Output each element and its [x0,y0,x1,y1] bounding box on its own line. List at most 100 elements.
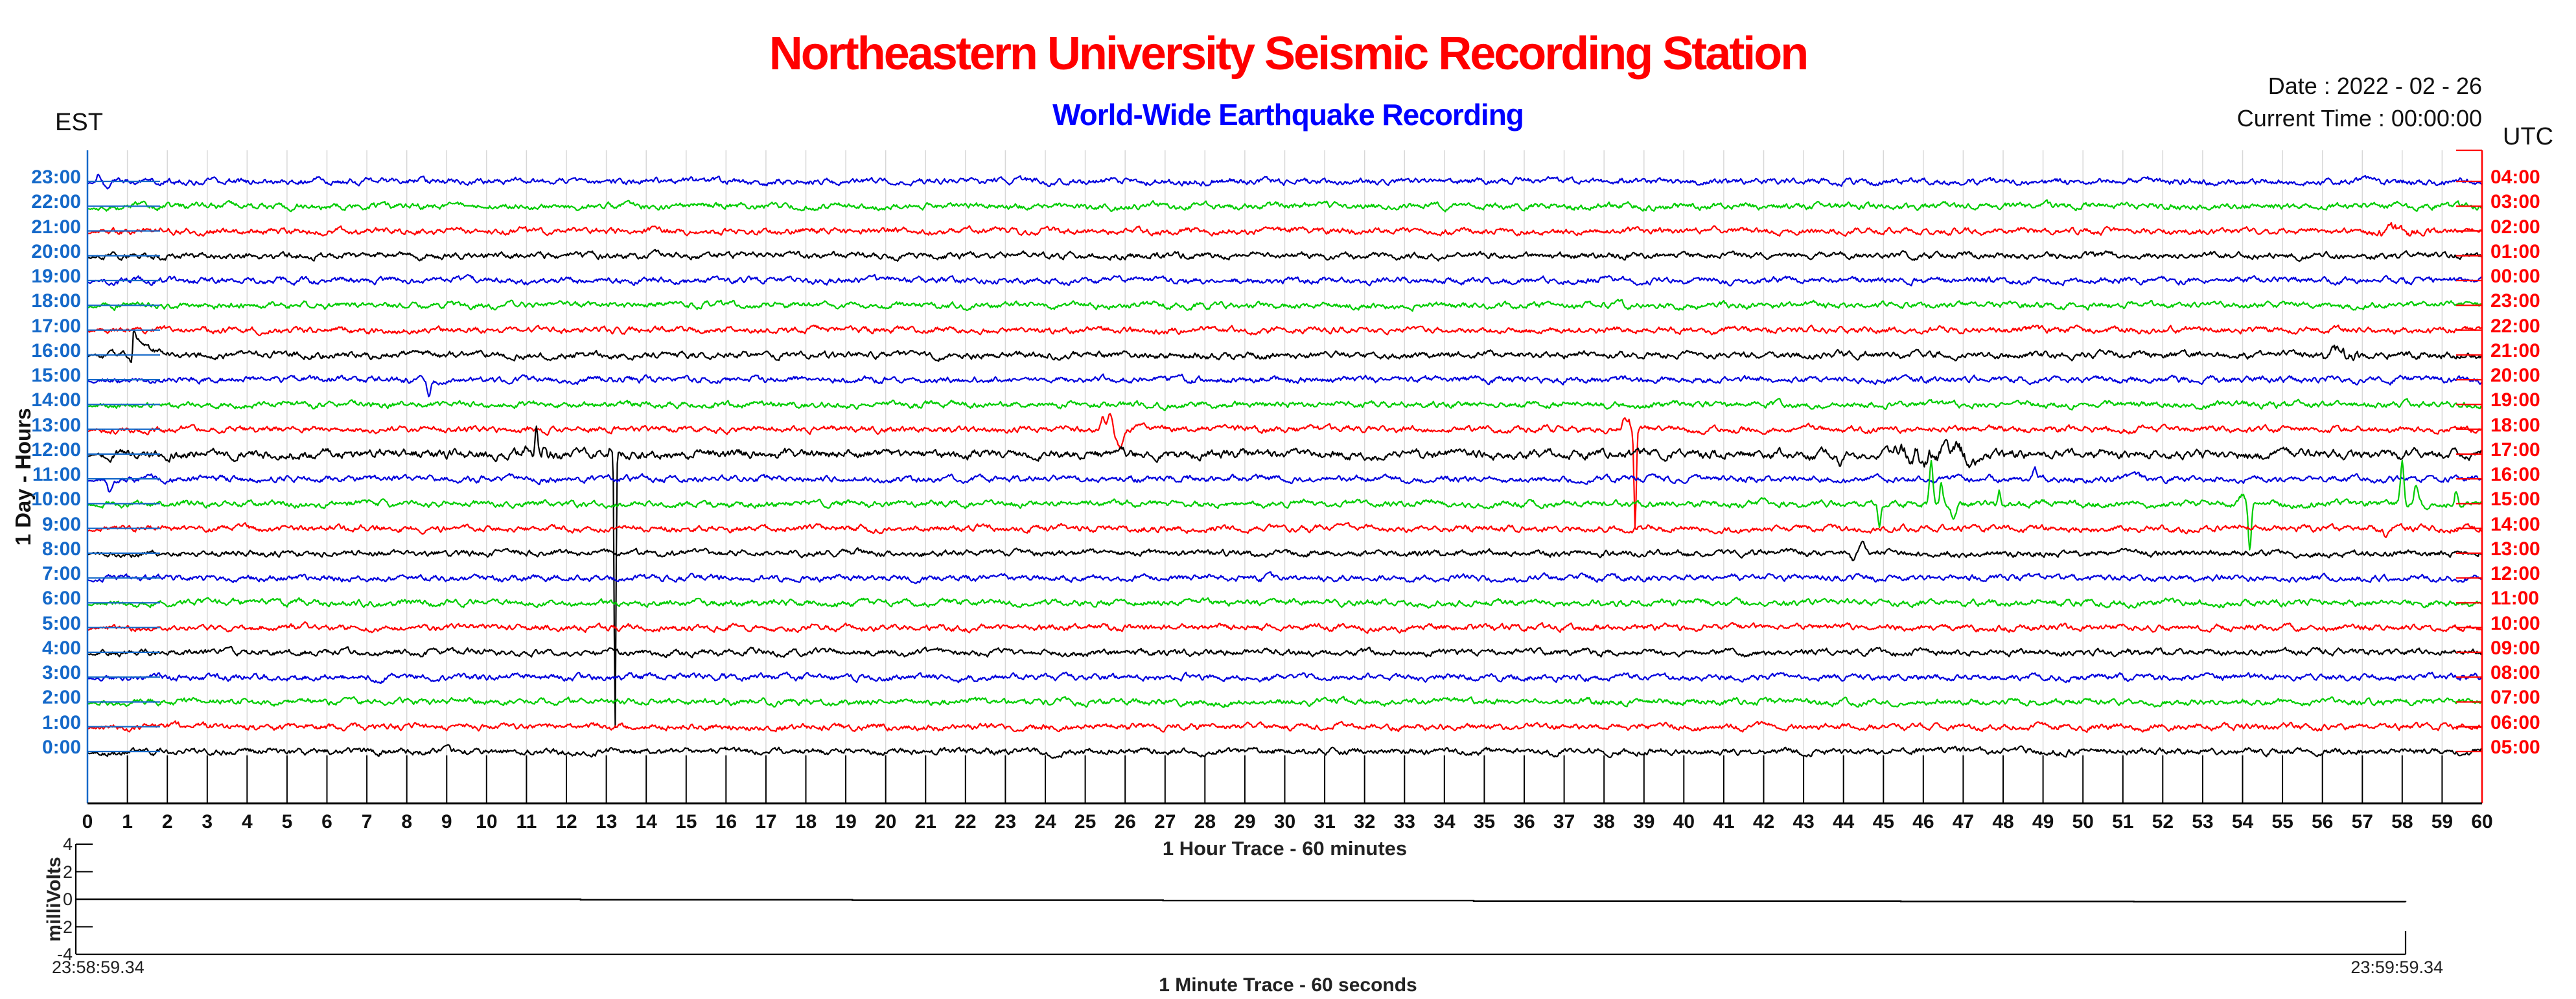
seismo-trace-0:00 [87,744,2483,759]
est-hour-label: 12:00 [31,439,81,461]
utc-hour-label: 20:00 [2490,365,2540,387]
minute-tick-label: 19 [835,811,857,832]
seismo-trace-20:00 [87,249,2483,262]
minute-tick-label: 6 [321,811,332,832]
est-hour-label: 2:00 [41,687,81,709]
minute-tick-label: 10 [476,811,498,832]
est-hour-label: 4:00 [41,637,81,659]
minute-tick-label: 9 [441,811,452,832]
minute-tick-label: 31 [1314,811,1336,832]
minute-tick-label: 1 [122,811,133,832]
est-hour-label: 9:00 [41,513,81,535]
seismo-trace-11:00 [87,466,2483,493]
minute-tick-label: 24 [1034,811,1056,832]
est-hour-label: 3:00 [41,662,81,684]
utc-hour-label: 08:00 [2490,662,2540,684]
minute-tick-label: 37 [1553,811,1575,832]
seismo-trace-5:00 [87,621,2482,634]
est-hour-label: 22:00 [31,191,81,213]
minute-tick-label: 52 [2152,811,2174,832]
seismo-trace-12:00 [87,425,2483,728]
utc-hour-label: 19:00 [2490,389,2540,411]
minute-tick-label: 41 [1713,811,1735,832]
minute-window-end-time: 23:59:59.34 [2350,958,2443,977]
minute-tick-label: 56 [2311,811,2334,832]
utc-hour-label: 18:00 [2490,414,2540,436]
seismo-trace-16:00 [87,330,2483,363]
utc-hour-label: 06:00 [2490,711,2540,733]
minute-tick-label: 30 [1273,811,1296,832]
utc-hour-label: 16:00 [2490,464,2540,486]
minute-tick-label: 21 [914,811,936,832]
left-timezone-label: EST [55,109,103,136]
seismo-trace-15:00 [87,373,2483,398]
est-hour-label: 8:00 [41,538,81,560]
minute-tick-label: 5 [281,811,293,832]
minute-tick-label: 54 [2231,811,2254,832]
seismo-trace-1:00 [87,720,2483,733]
minute-tick-label: 26 [1114,811,1136,832]
minute-tick-label: 27 [1154,811,1176,832]
est-hour-label: 20:00 [31,240,81,262]
page-subtitle: World-Wide Earthquake Recording [1052,98,1524,132]
right-timezone-label: UTC [2503,123,2554,150]
est-hour-label: 17:00 [31,315,81,337]
utc-hour-label: 23:00 [2490,290,2540,312]
est-hour-label: 10:00 [31,488,81,511]
est-hour-label: 16:00 [31,339,81,362]
seismo-trace-10:00 [87,459,2483,551]
millivolt-tick-label: -4 [56,945,73,964]
seismo-trace-8:00 [87,540,2483,562]
minute-tick-label: 0 [82,811,93,832]
est-hour-label: 13:00 [31,414,81,436]
millivolt-tick-label: 0 [62,890,73,909]
minute-plot-x-axis-label: 1 Minute Trace - 60 seconds [1159,974,1417,996]
minute-tick-label: 8 [401,811,412,832]
minute-trace [76,898,2407,903]
seismo-trace-9:00 [87,522,2483,538]
minute-tick-label: 59 [2431,811,2454,832]
utc-hour-label: 21:00 [2490,339,2540,362]
utc-hour-label: 02:00 [2490,216,2540,238]
est-hour-label: 11:00 [32,464,81,486]
est-hour-label: 7:00 [41,563,81,585]
utc-hour-label: 11:00 [2490,588,2540,610]
est-hour-label: 19:00 [31,266,81,288]
minute-tick-label: 15 [675,811,697,832]
est-hour-label: 6:00 [41,588,81,610]
minute-tick-label: 39 [1633,811,1655,832]
minute-tick-label: 16 [715,811,737,832]
minute-tick-label: 18 [795,811,817,832]
minute-tick-label: 53 [2192,811,2214,832]
minute-tick-label: 22 [955,811,977,832]
seismo-trace-23:00 [87,174,2483,190]
main-x-axis-label: 1 Hour Trace - 60 minutes [1162,837,1408,860]
minute-tick-label: 57 [2351,811,2373,832]
minute-tick-label: 32 [1353,811,1376,832]
seismo-trace-21:00 [87,222,2483,237]
millivolt-tick-label: 2 [62,862,73,882]
minute-tick-label: 42 [1752,811,1775,832]
minute-tick-label: 35 [1473,811,1496,832]
minute-tick-label: 12 [555,811,577,832]
minute-tick-label: 13 [595,811,618,832]
minute-tick-label: 33 [1393,811,1415,832]
minute-tick-label: 55 [2271,811,2293,832]
minute-plot-y-axis-label: milliVolts [43,856,65,942]
utc-hour-label: 15:00 [2490,488,2540,511]
utc-hour-label: 14:00 [2490,513,2540,535]
seismo-trace-7:00 [87,571,2483,584]
utc-hour-label: 12:00 [2490,563,2540,585]
utc-hour-label: 01:00 [2490,240,2540,262]
minute-tick-label: 40 [1673,811,1695,832]
utc-hour-label: 04:00 [2490,166,2540,188]
minute-tick-label: 11 [516,811,537,832]
est-hour-label: 5:00 [41,612,81,634]
seismo-trace-13:00 [87,413,2483,528]
current-time-readout: Current Time : 00:00:00 [2236,105,2482,132]
seismo-trace-3:00 [87,671,2483,685]
minute-tick-label: 49 [2032,811,2054,832]
minute-tick-label: 58 [2391,811,2413,832]
utc-hour-label: 10:00 [2490,612,2540,634]
minute-tick-label: 28 [1194,811,1216,832]
